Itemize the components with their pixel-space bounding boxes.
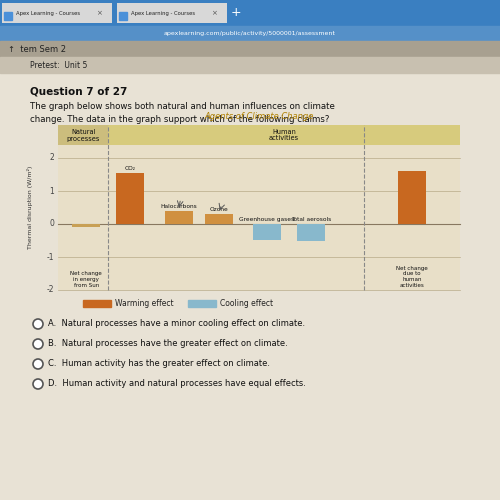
Bar bbox=[119, 12, 127, 20]
Text: The graph below shows both natural and human influences on climate
change. The d: The graph below shows both natural and h… bbox=[30, 102, 335, 124]
Bar bbox=[204, 214, 233, 224]
Bar bbox=[398, 171, 426, 224]
Text: Halocarbons: Halocarbons bbox=[160, 204, 197, 210]
Bar bbox=[253, 224, 281, 240]
Text: B.  Natural processes have the greater effect on climate.: B. Natural processes have the greater ef… bbox=[48, 340, 288, 348]
Bar bbox=[4, 12, 12, 20]
Circle shape bbox=[33, 379, 43, 389]
Bar bbox=[0, 57, 500, 73]
Bar bbox=[297, 224, 326, 241]
Bar bbox=[164, 212, 192, 224]
Text: apexlearning.com/public/activity/5000001/assessment: apexlearning.com/public/activity/5000001… bbox=[164, 31, 336, 36]
Circle shape bbox=[33, 339, 43, 349]
Text: Apex Learning - Courses: Apex Learning - Courses bbox=[131, 10, 195, 16]
Text: Agents of Climate Change: Agents of Climate Change bbox=[204, 112, 314, 121]
Text: Total aerosols: Total aerosols bbox=[291, 217, 332, 222]
Bar bbox=[108, 125, 460, 145]
Text: 1: 1 bbox=[49, 186, 54, 196]
Text: Cooling effect: Cooling effect bbox=[220, 300, 273, 308]
Bar bbox=[2, 3, 112, 23]
Bar bbox=[116, 173, 144, 224]
Text: -2: -2 bbox=[46, 286, 54, 294]
Text: ×: × bbox=[96, 10, 102, 16]
Text: 2: 2 bbox=[49, 154, 54, 162]
Text: +: + bbox=[230, 6, 241, 20]
Text: ↑  tem Sem 2: ↑ tem Sem 2 bbox=[8, 44, 66, 54]
Bar bbox=[188, 300, 216, 307]
Bar bbox=[58, 125, 460, 290]
Circle shape bbox=[33, 319, 43, 329]
Text: Net change
in energy
from Sun: Net change in energy from Sun bbox=[70, 272, 102, 288]
Text: 0: 0 bbox=[49, 220, 54, 228]
Text: C.  Human activity has the greater effect on climate.: C. Human activity has the greater effect… bbox=[48, 360, 270, 368]
Bar bbox=[0, 26, 500, 41]
Text: Thermal disruption (W/m²): Thermal disruption (W/m²) bbox=[27, 166, 33, 249]
Text: ×: × bbox=[211, 10, 217, 16]
Text: Human
activities: Human activities bbox=[269, 128, 299, 141]
Text: Question 7 of 27: Question 7 of 27 bbox=[30, 87, 128, 97]
Bar bbox=[0, 73, 500, 500]
Text: Natural
processes: Natural processes bbox=[66, 128, 100, 141]
Bar bbox=[117, 3, 227, 23]
Bar bbox=[0, 41, 500, 57]
Text: CO₂: CO₂ bbox=[125, 166, 136, 171]
Text: Pretest:  Unit 5: Pretest: Unit 5 bbox=[30, 60, 88, 70]
Bar bbox=[0, 0, 500, 26]
Bar bbox=[83, 300, 111, 307]
Text: Warming effect: Warming effect bbox=[115, 300, 174, 308]
Text: Net change
due to
human
activities: Net change due to human activities bbox=[396, 266, 428, 288]
Text: Ozone: Ozone bbox=[210, 207, 228, 212]
Bar bbox=[58, 125, 108, 145]
Text: D.  Human activity and natural processes have equal effects.: D. Human activity and natural processes … bbox=[48, 380, 306, 388]
Bar bbox=[72, 224, 100, 226]
Text: Apex Learning - Courses: Apex Learning - Courses bbox=[16, 10, 80, 16]
Text: A.  Natural processes have a minor cooling effect on climate.: A. Natural processes have a minor coolin… bbox=[48, 320, 305, 328]
Text: Greenhouse gases: Greenhouse gases bbox=[240, 217, 294, 222]
Text: -1: -1 bbox=[46, 252, 54, 262]
Circle shape bbox=[33, 359, 43, 369]
